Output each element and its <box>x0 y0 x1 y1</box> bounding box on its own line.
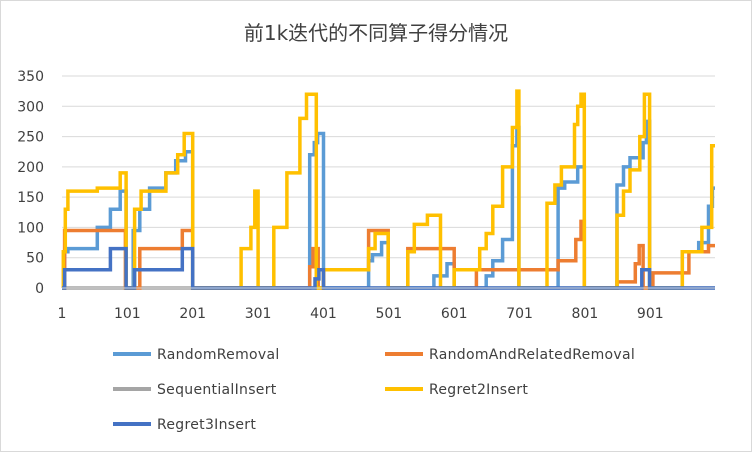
legend-label: Regret3Insert <box>157 417 256 433</box>
y-tick-label: 0 <box>35 281 44 297</box>
y-tick-label: 100 <box>17 220 44 236</box>
x-tick-label: 701 <box>506 306 533 322</box>
y-tick-label: 300 <box>17 99 44 115</box>
y-tick-label: 150 <box>17 190 44 206</box>
legend-label: RandomAndRelatedRemoval <box>429 347 635 363</box>
y-tick-label: 200 <box>17 160 44 176</box>
x-tick-label: 601 <box>441 306 468 322</box>
y-tick-label: 350 <box>17 69 44 85</box>
legend: RandomRemoval RandomAndRelatedRemoval Sequ… <box>113 347 635 433</box>
legend-label: SequentialInsert <box>157 382 277 398</box>
axes: 0 50 100 150 200 250 300 350 1 101 201 301 401 501 601… <box>17 69 715 322</box>
chart-title: 前1k迭代的不同算子得分情况 <box>244 21 508 45</box>
x-tick-label: 201 <box>179 306 206 322</box>
x-tick-label: 1 <box>58 306 67 322</box>
x-tick-label: 901 <box>637 306 664 322</box>
x-tick-label: 101 <box>114 306 141 322</box>
y-tick-label: 250 <box>17 130 44 146</box>
x-tick-label: 501 <box>375 306 402 322</box>
x-tick-label: 401 <box>310 306 337 322</box>
series-line-randomandrelatedremoval <box>62 219 715 290</box>
gridlines <box>62 75 715 259</box>
legend-label: Regret2Insert <box>429 382 528 398</box>
x-tick-label: 801 <box>572 306 599 322</box>
x-tick-label: 301 <box>245 306 272 322</box>
legend-label: RandomRemoval <box>157 347 280 363</box>
y-tick-label: 50 <box>26 251 44 267</box>
